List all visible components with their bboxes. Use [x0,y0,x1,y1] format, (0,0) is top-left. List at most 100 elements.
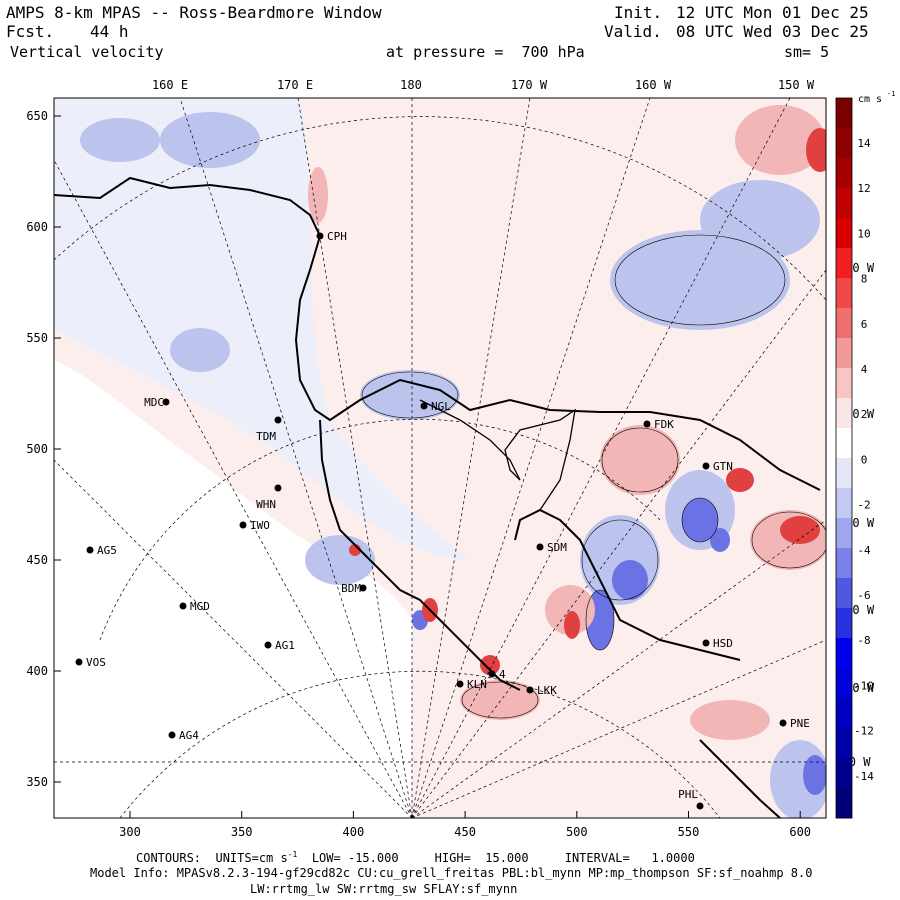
x-tick-label: 600 [789,825,811,839]
x-axis: 300 350 400 450 500 550 600 [119,811,811,839]
ross-ice-region [54,400,330,818]
station-dot [779,719,787,727]
map-title: AMPS 8-km MPAS -- Ross-Beardmore Window [6,3,382,22]
colorbar-tick-label: -10 [854,679,874,692]
colorbar-tick-label: 4 [861,363,868,376]
init-time: 12 UTC Mon 01 Dec 25 [676,3,869,22]
station-dot [420,402,428,410]
station-dot [274,416,282,424]
colorbar-tick-label: 12 [857,182,870,195]
low-value: -15.000 [347,851,399,865]
station-dot [179,602,187,610]
model-info-2: LW:rrtmg_lw SW:rrtmg_sw SFLAY:sf_mynn [250,882,518,896]
station-dot [168,731,176,739]
strong-downward-motion [412,498,826,795]
longitude-label: 170 W [511,78,548,92]
station-dot [75,658,83,666]
longitude-label: 150 W [778,78,815,92]
station-dot [643,420,651,428]
station-label: WHN [256,498,276,511]
station-label: TDM [256,430,276,443]
longitude-label: 160 E [152,78,188,92]
colorbar-swatch [836,578,852,609]
station-label: BDM [341,582,361,595]
valid-time: 08 UTC Wed 03 Dec 25 [676,22,869,41]
station-dot [274,484,282,492]
colorbar-swatch [836,698,852,729]
strong-upward-motion [349,128,826,675]
y-tick-label: 400 [26,664,48,678]
colorbar-swatch [836,548,852,579]
units-exponent: -1 [287,850,298,859]
station-label: KLN [467,678,487,691]
longitude-label: 160 W [635,78,672,92]
station-dot [264,641,272,649]
high-label: HIGH= [434,851,471,865]
smoothing: sm= 5 [784,43,830,61]
station-dot [86,546,94,554]
units-label: UNITS=cm s [215,851,288,865]
station-label: PHL [678,788,698,801]
colorbar-tick-label: 10 [857,227,870,240]
colorbar-swatch [836,458,852,489]
colorbar-swatch [836,518,852,549]
station-dot [696,802,704,810]
station-dot [536,543,544,551]
x-tick-label: 500 [566,825,588,839]
station-dot [702,639,710,647]
colorbar-swatch [836,278,852,309]
colorbar-swatch [836,308,852,339]
forecast-label: Fcst. [6,22,55,41]
station-label: AG5 [97,544,117,557]
land-field [54,98,470,560]
colorbar-tick-label: -2 [857,499,870,512]
y-tick-label: 550 [26,331,48,345]
station-dot [702,462,710,470]
station-label: PNE [790,717,810,730]
y-axis: 650 600 550 500 450 400 350 [26,109,61,789]
interval-value: 1.0000 [651,851,695,865]
x-tick-label: 450 [454,825,476,839]
longitude-labels-top: 160 E 170 E 180 170 W 160 W 150 W [152,78,815,92]
field-name: Vertical velocity [10,43,164,61]
x-tick-label: 300 [119,825,141,839]
colorbar-swatch [836,338,852,369]
colorbar-swatch [836,128,852,159]
footer-contours-line: CONTOURS: UNITS=cm s-1 LOW= -15.000 HIGH… [136,850,695,865]
station-label: MDC [144,396,164,409]
colorbar: cm s -1 14 12 10 8 6 4 2 0 -2 -4 -6 -8 -10 -12 -14 [835,90,895,819]
colorbar-swatch [836,728,852,759]
colorbar-tick-label: -12 [854,725,874,738]
station-label: VOS [86,656,106,669]
colorbar-tick-label: -6 [857,589,870,602]
colorbar-swatch [836,398,852,429]
y-tick-label: 650 [26,109,48,123]
model-info: Model Info: MPASv8.2.3-194-gf29cd82c CU:… [90,866,813,880]
y-tick-label: 500 [26,442,48,456]
longitude-label: 180 [400,78,422,92]
colorbar-tick-label: -14 [854,770,874,783]
contours [361,234,826,719]
colorbar-tick-label: -4 [857,544,871,557]
low-label: LOW= [311,851,341,865]
graticule [54,98,826,818]
x-tick-label: 550 [678,825,700,839]
colorbar-swatch [836,188,852,219]
colorbar-units-exponent: -1 [887,90,895,98]
y-tick-label: 350 [26,775,48,789]
colorbar-swatch [836,608,852,639]
y-tick-label: 600 [26,220,48,234]
colorbar-swatch [836,428,852,459]
colorbar-tick-label: 6 [861,318,868,331]
station-dot [239,521,247,529]
x-tick-label: 400 [343,825,365,839]
colorbar-swatch [836,158,852,189]
colorbar-swatch [836,98,852,129]
x-tick-label: 350 [231,825,253,839]
station-label: AG4 [179,729,199,742]
station-label: FDK [654,418,674,431]
station-markers: CPH NGL MDC TDM WHN IWO AG5 MGD BDM AG1 VOS AG4 SDM F… [75,230,810,810]
y-tick-label: 450 [26,553,48,567]
station-dot [359,584,367,592]
